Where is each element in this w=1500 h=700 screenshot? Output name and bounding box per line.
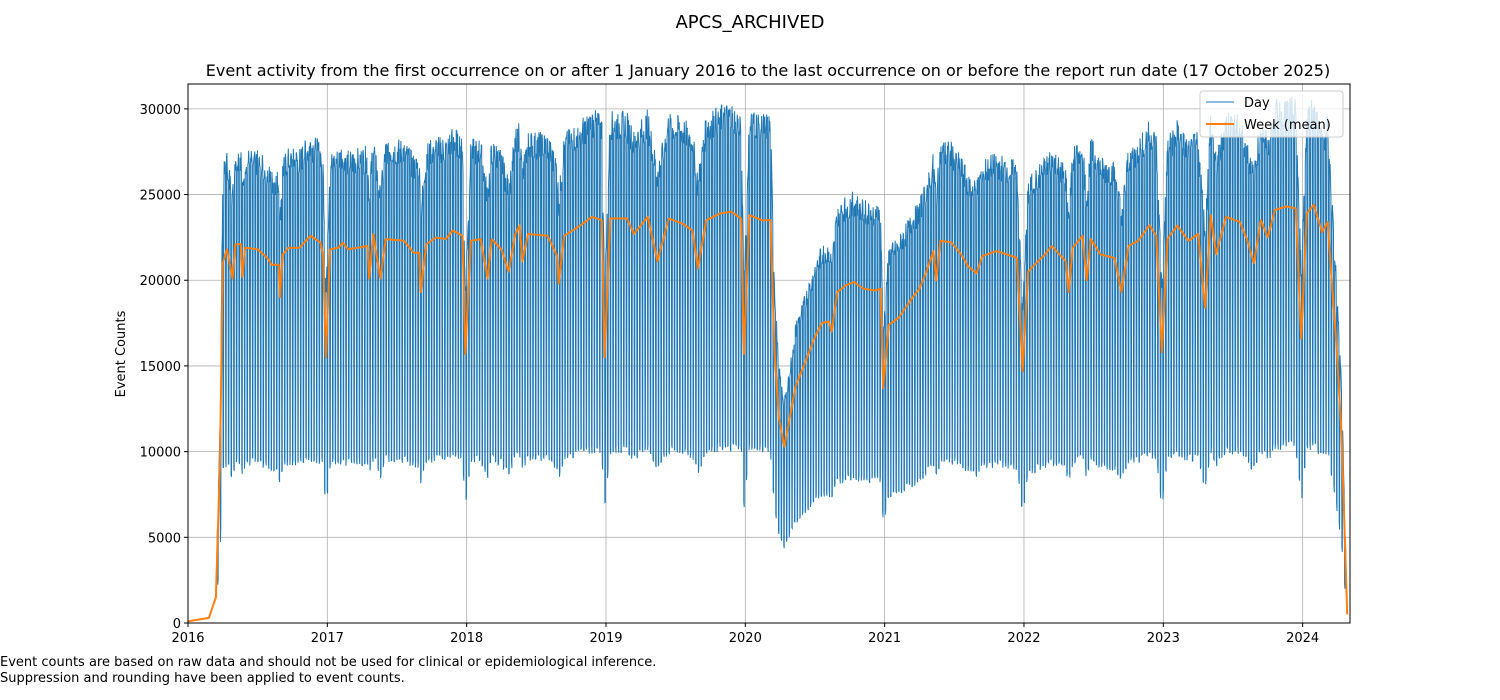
x-tick-label: 2018 [450,631,483,646]
y-tick-label: 25000 [140,189,181,204]
footnote-line-2: Suppression and rounding have been appli… [0,671,405,686]
x-tick-label: 2020 [729,631,762,646]
legend: Day Week (mean) [1199,90,1344,138]
legend-week-label: Week (mean) [1244,118,1331,133]
x-tick-label: 2023 [1147,631,1180,646]
x-tick-label: 2016 [171,631,204,646]
axis-ticks: 2016 2017 2018 2019 2020 2021 2022 2023 2024 0 500… [140,103,1320,646]
y-tick-label: 30000 [140,103,181,118]
y-tick-label: 15000 [140,360,181,375]
y-tick-label: 20000 [140,274,181,289]
plot-area [187,96,1349,623]
footnote-line-1: Event counts are based on raw data and s… [0,655,657,670]
chart-subtitle: Event activity from the first occurrence… [206,61,1330,80]
y-tick-label: 5000 [148,531,181,546]
x-tick-label: 2024 [1286,631,1319,646]
x-tick-label: 2017 [311,631,344,646]
chart-title: APCS_ARCHIVED [675,12,824,33]
plot-frame [187,83,1351,624]
week-mean-series-line [187,203,1349,623]
y-tick-label: 0 [173,617,181,632]
day-series-line [187,96,1348,622]
legend-day-label: Day [1244,96,1270,111]
y-tick-label: 10000 [140,446,181,461]
x-tick-label: 2022 [1007,631,1040,646]
x-tick-label: 2019 [589,631,622,646]
x-tick-label: 2021 [868,631,901,646]
y-axis-label: Event Counts [114,310,129,397]
